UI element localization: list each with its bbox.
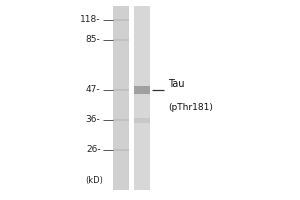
Bar xyxy=(148,6,150,190)
Text: (kD): (kD) xyxy=(85,176,103,184)
Bar xyxy=(139,6,140,190)
Bar xyxy=(112,39,129,41)
Bar xyxy=(112,119,129,121)
Bar xyxy=(147,6,148,190)
Bar xyxy=(112,149,129,151)
Text: 118-: 118- xyxy=(80,16,101,24)
Bar xyxy=(134,6,150,190)
Bar xyxy=(143,6,145,190)
Text: 26-: 26- xyxy=(86,146,101,154)
Text: Tau: Tau xyxy=(168,79,184,89)
Bar xyxy=(134,6,135,190)
Bar xyxy=(134,117,150,122)
Bar xyxy=(137,6,139,190)
Text: 36-: 36- xyxy=(86,116,101,124)
Bar xyxy=(112,6,129,190)
Bar xyxy=(145,6,147,190)
Bar xyxy=(140,6,142,190)
Text: (pThr181): (pThr181) xyxy=(168,104,213,112)
Bar xyxy=(134,86,150,94)
Bar xyxy=(112,89,129,91)
Text: 85-: 85- xyxy=(86,36,101,45)
Bar xyxy=(112,19,129,21)
Bar xyxy=(142,6,143,190)
Text: 47-: 47- xyxy=(86,85,101,94)
Bar xyxy=(135,6,137,190)
